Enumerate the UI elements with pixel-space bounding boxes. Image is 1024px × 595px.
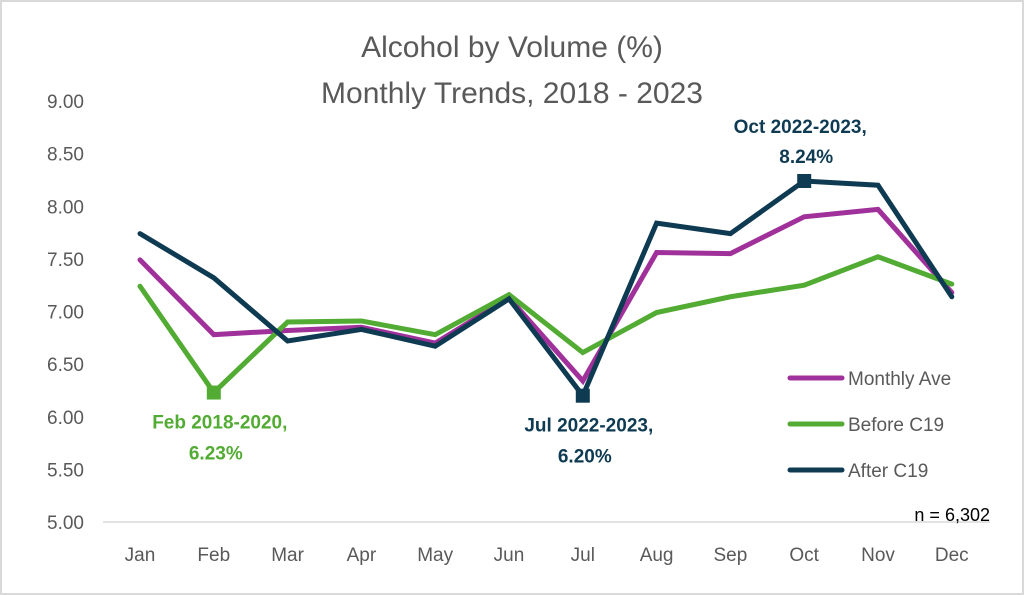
x-tick-label: Nov — [861, 545, 895, 566]
y-tick-label: 7.50 — [47, 250, 84, 271]
y-tick-label: 8.00 — [47, 197, 84, 218]
legend-item-monthly-ave: Monthly Ave — [787, 369, 951, 390]
series-line-before-c19 — [137, 254, 955, 397]
x-tick-label: May — [417, 545, 453, 566]
y-tick-label: 7.00 — [47, 303, 84, 324]
chart-title-line-1: Alcohol by Volume (%) — [361, 31, 663, 64]
legend-item-before-c19: Before C19 — [787, 415, 944, 436]
series-line-after-c19 — [137, 178, 955, 401]
sample-size-note: n = 6,302 — [914, 505, 990, 525]
legend-label: Before C19 — [848, 415, 944, 436]
legend-item-after-c19: After C19 — [787, 461, 928, 482]
x-tick-label: Jul — [571, 545, 595, 566]
y-tick-label: 8.50 — [47, 145, 84, 166]
x-tick-label: Sep — [713, 545, 747, 566]
annotation-marker — [206, 385, 221, 400]
x-tick-label: Dec — [935, 545, 969, 566]
x-tick-label: Jun — [494, 545, 525, 566]
annotation-label: Feb 2018-2020, — [152, 413, 287, 434]
x-tick-label: Oct — [789, 545, 819, 566]
series-line-monthly-ave — [137, 206, 955, 386]
annotation-label: Jul 2022-2023, — [524, 416, 653, 437]
chart-title-line-2: Monthly Trends, 2018 - 2023 — [321, 77, 703, 110]
annotation-marker — [797, 173, 812, 188]
y-tick-label: 9.00 — [47, 92, 84, 113]
annotation-value: 6.20% — [558, 447, 612, 468]
y-tick-label: 6.00 — [47, 408, 84, 429]
legend-label: After C19 — [848, 461, 928, 482]
x-tick-label: Apr — [347, 545, 377, 566]
x-tick-label: Aug — [640, 545, 674, 566]
x-tick-label: Feb — [197, 545, 230, 566]
legend-label: Monthly Ave — [848, 369, 951, 390]
annotation-value: 8.24% — [779, 147, 833, 168]
x-tick-label: Mar — [271, 545, 304, 566]
x-tick-label: Jan — [125, 545, 156, 566]
y-tick-label: 6.50 — [47, 355, 84, 376]
annotation-label: Oct 2022-2023, — [734, 117, 867, 138]
annotation-marker — [575, 388, 590, 403]
y-tick-label: 5.00 — [47, 513, 84, 534]
y-tick-label: 5.50 — [47, 460, 84, 481]
annotation-value: 6.23% — [189, 444, 243, 465]
